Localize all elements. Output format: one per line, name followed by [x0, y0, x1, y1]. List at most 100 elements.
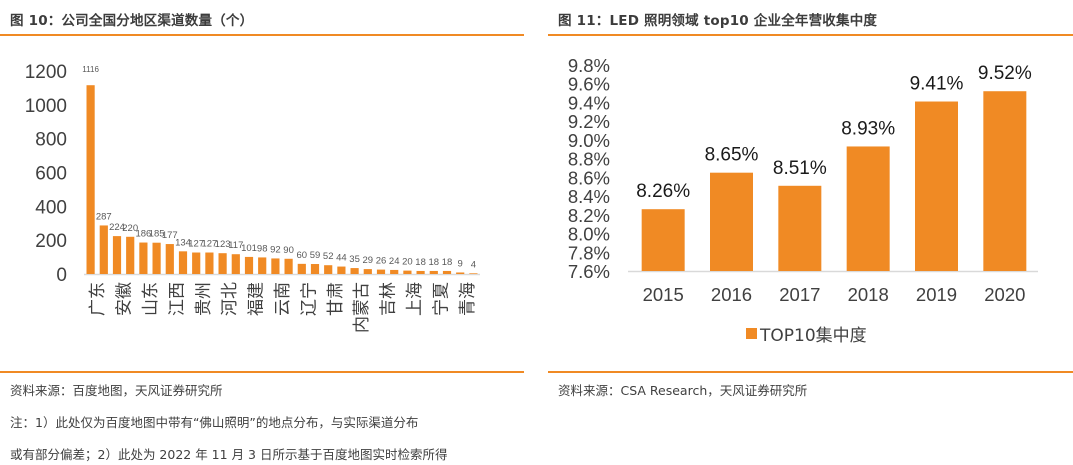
y-tick-label: 400 — [35, 197, 67, 218]
y-tick-label: 8.6% — [568, 167, 610, 188]
left-figure-panel: 图 10：公司全国分地区渠道数量（个） 0 200 400 600 800 1000 120… — [0, 0, 524, 465]
concentration-bar-chart: 7.6%7.8%8.0%8.2%8.4%8.6%8.8%9.0%9.2%9.4%… — [568, 55, 1038, 305]
bar — [337, 266, 346, 274]
source-divider — [0, 371, 524, 373]
title-divider — [548, 34, 1073, 36]
y-tick-label: 9.6% — [568, 74, 610, 95]
y-tick-label: 9.2% — [568, 111, 610, 132]
data-label: 127 — [201, 239, 217, 250]
data-label: 92 — [270, 244, 281, 255]
bar — [258, 257, 267, 274]
bar — [376, 269, 386, 274]
x-category-label: 云南 — [273, 282, 293, 316]
bar — [915, 101, 958, 271]
y-tick-label: 1200 — [25, 62, 67, 83]
bar — [442, 270, 452, 274]
figure-10-title: 图 10：公司全国分地区渠道数量（个） — [10, 13, 254, 29]
y-tick-label: 7.6% — [568, 261, 610, 282]
bar — [456, 272, 465, 274]
data-label: 35 — [349, 254, 360, 265]
x-category-label: 贵州 — [194, 282, 214, 316]
bar — [271, 258, 280, 274]
x-category-label: 2019 — [916, 284, 957, 305]
bar — [390, 269, 399, 274]
data-label: 123 — [215, 239, 231, 250]
x-category-label: 青海 — [458, 282, 478, 316]
data-label: 59 — [310, 250, 321, 261]
y-tick-label: 8.4% — [568, 186, 610, 207]
x-category-label: 江西 — [167, 282, 187, 316]
bar — [244, 256, 254, 274]
data-label: 8.93% — [841, 118, 895, 139]
y-tick-label: 8.0% — [568, 224, 610, 245]
bar — [218, 253, 227, 274]
bar — [983, 91, 1027, 271]
x-category-label: 山东 — [141, 282, 161, 316]
bar — [416, 270, 425, 274]
data-label: 101 — [241, 243, 257, 254]
x-category-label: 2015 — [643, 284, 684, 305]
bar — [350, 268, 359, 274]
x-category-label: 广东 — [88, 282, 108, 316]
bar — [192, 252, 201, 274]
bar — [112, 236, 122, 274]
data-label: 26 — [376, 256, 387, 267]
x-category-label: 吉林 — [379, 282, 399, 316]
legend-swatch — [746, 328, 757, 339]
data-label: 127 — [188, 239, 204, 250]
y-tick-label: 9.8% — [568, 55, 610, 76]
y-tick-label: 9.4% — [568, 92, 610, 113]
bar — [139, 242, 148, 274]
legend-label: TOP10集中度 — [760, 326, 867, 346]
bar — [231, 254, 240, 274]
data-label: 9.41% — [910, 74, 964, 95]
data-label: 60 — [297, 250, 308, 261]
data-label: 9 — [458, 258, 463, 269]
y-tick-label: 8.2% — [568, 205, 610, 226]
data-label: 8.65% — [705, 145, 759, 166]
data-label: 287 — [96, 211, 112, 222]
y-tick-label: 7.8% — [568, 242, 610, 263]
data-label: 98 — [257, 243, 268, 254]
bar — [469, 273, 478, 274]
data-label: 220 — [122, 223, 138, 234]
x-category-label: 2020 — [984, 284, 1025, 305]
data-label: 90 — [283, 245, 294, 256]
data-label: 52 — [323, 251, 334, 262]
y-tick-label: 8.8% — [568, 149, 610, 170]
bar — [152, 242, 161, 274]
bar — [403, 270, 412, 274]
data-label: 177 — [162, 230, 178, 241]
x-category-label: 安徽 — [115, 282, 135, 316]
right-figure-panel: 图 11：LED 照明领域 top10 企业全年营收集中度 7.6% 7.8% 8.… — [548, 0, 1073, 465]
bar — [284, 258, 293, 274]
y-tick-label: 9.0% — [568, 130, 610, 151]
bar — [710, 172, 753, 271]
x-category-label: 福建 — [247, 282, 267, 316]
bar — [324, 265, 333, 274]
bar — [99, 225, 108, 274]
figure-10-note-line-2: 或有部分偏差；2）此处为 2022 年 11 月 3 日所示基于百度地图实时检索… — [10, 447, 448, 462]
x-category-label: 2018 — [848, 284, 889, 305]
data-label: 9.52% — [978, 63, 1032, 84]
figure-11-source: 资料来源：CSA Research，天风证券研究所 — [558, 383, 808, 398]
x-category-label: 河北 — [220, 282, 240, 316]
x-category-label: 辽宁 — [299, 282, 319, 316]
bar — [178, 251, 188, 274]
source-divider — [548, 371, 1073, 373]
bar — [165, 244, 174, 274]
bar — [310, 264, 320, 274]
bar — [846, 146, 890, 271]
data-label: 134 — [175, 237, 191, 248]
bar — [363, 269, 372, 274]
bar — [205, 252, 214, 274]
bar — [641, 209, 685, 271]
chart-legend: TOP10集中度 — [746, 321, 867, 346]
data-label: 18 — [442, 257, 453, 268]
y-tick-label: 1000 — [25, 96, 67, 117]
title-divider — [0, 34, 524, 36]
x-category-label: 甘肃 — [326, 282, 346, 316]
data-label: 186 — [135, 229, 151, 240]
figure-10-source: 资料来源：百度地图，天风证券研究所 — [10, 383, 223, 398]
y-tick-label: 200 — [35, 231, 67, 252]
